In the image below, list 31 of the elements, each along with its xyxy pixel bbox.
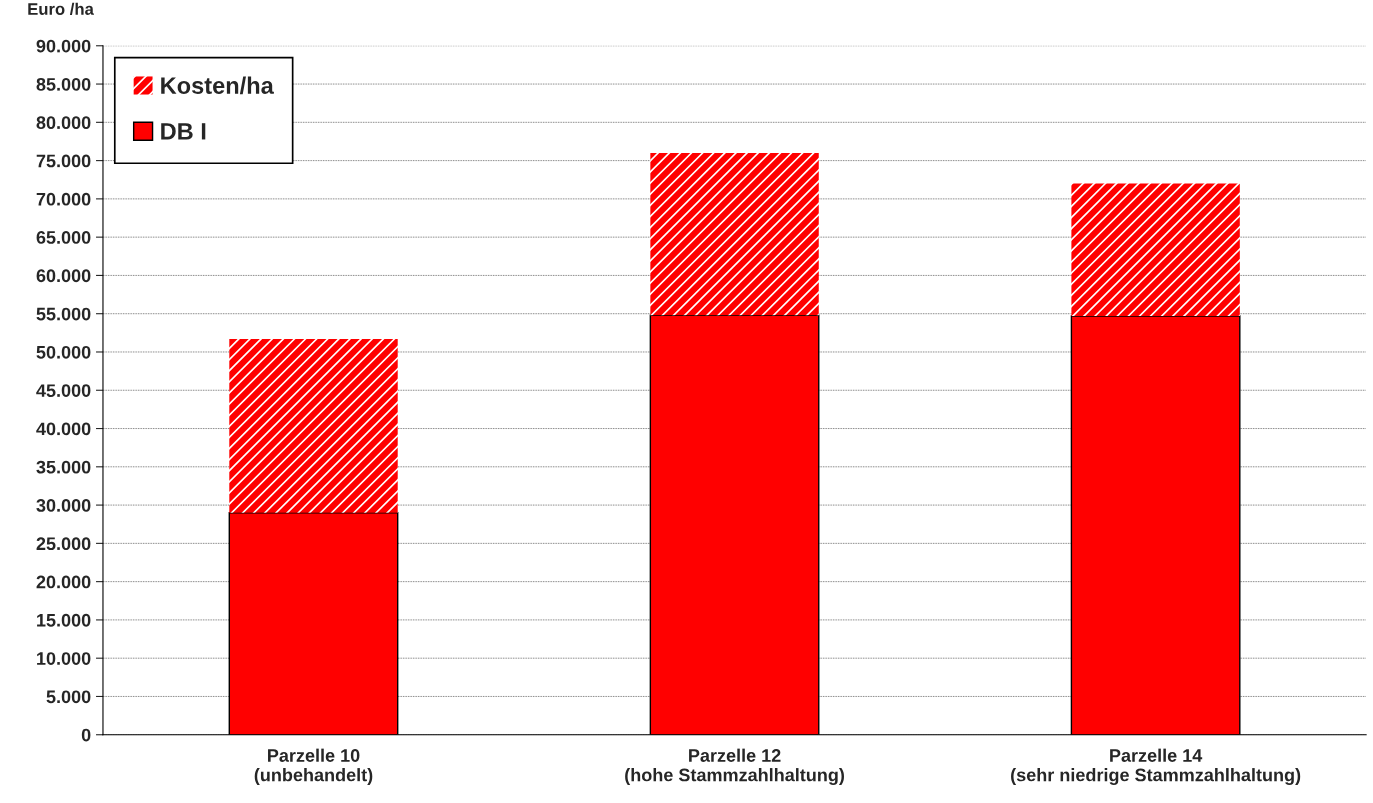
bar (229, 338, 398, 513)
y-tick-label: 5.000 (46, 690, 91, 704)
bar (1071, 183, 1240, 316)
bar (649, 314, 820, 735)
bar (650, 152, 819, 316)
y-tick-label: 40.000 (36, 422, 91, 436)
x-tick-label: Parzelle 12 (hohe Stammzahlhaltung) (625, 748, 844, 785)
y-tick-label: 75.000 (36, 154, 91, 168)
y-tick-label: 60.000 (36, 269, 91, 283)
y-tick-label: 50.000 (36, 345, 91, 359)
y-tick-label: 30.000 (36, 499, 91, 512)
y-tick-label: 70.000 (36, 192, 91, 206)
y-axis-title: Euro /ha (28, 2, 94, 16)
y-tick-label: 25.000 (36, 537, 91, 551)
y-tick-label: 85.000 (36, 77, 91, 91)
y-tick-label: 55.000 (36, 307, 91, 321)
legend-label: DB I (161, 123, 206, 140)
y-tick-label: 0 (81, 728, 91, 742)
x-tick-label: Parzelle 10 (unbehandelt) (254, 748, 373, 785)
bar (228, 512, 399, 735)
y-tick-label: 35.000 (36, 460, 91, 474)
legend-label: Kosten/ha (161, 76, 274, 95)
x-tick-label: Parzelle 14 (sehr niedrige Stammzahlhaltung) (1011, 748, 1301, 785)
y-tick-label: 65.000 (36, 231, 91, 244)
y-tick-label: 15.000 (37, 613, 91, 627)
y-tick-label: 45.000 (36, 384, 91, 397)
y-tick-label: 20.000 (36, 575, 91, 589)
y-tick-label: 90.000 (36, 39, 91, 53)
y-tick-label: 10.000 (37, 652, 91, 665)
y-tick-label: 80.000 (36, 116, 91, 130)
bar (1070, 315, 1241, 735)
